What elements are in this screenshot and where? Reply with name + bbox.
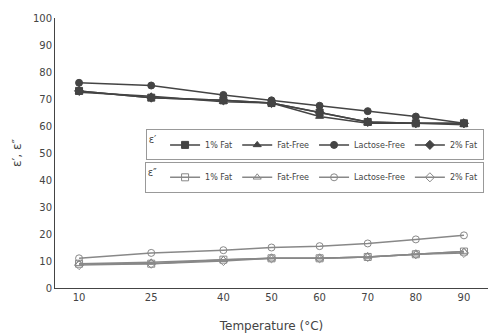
- svg-text:90: 90: [39, 40, 52, 51]
- svg-text:ε′, ε″: ε′, ε″: [10, 139, 24, 167]
- svg-text:Temperature (°C): Temperature (°C): [219, 319, 324, 333]
- svg-text:1% Fat: 1% Fat: [205, 141, 232, 150]
- svg-text:60: 60: [313, 292, 326, 303]
- svg-text:90: 90: [458, 292, 471, 303]
- svg-text:Lactose-Free: Lactose-Free: [354, 173, 405, 182]
- svg-text:70: 70: [39, 94, 52, 105]
- svg-text:10: 10: [73, 292, 86, 303]
- svg-text:10: 10: [39, 256, 52, 267]
- svg-text:0: 0: [46, 283, 52, 294]
- svg-text:ε′: ε′: [149, 134, 157, 145]
- svg-text:25: 25: [145, 292, 158, 303]
- svg-text:Fat-Free: Fat-Free: [277, 141, 309, 150]
- svg-text:80: 80: [39, 67, 52, 78]
- svg-text:30: 30: [39, 202, 52, 213]
- svg-text:40: 40: [39, 175, 52, 186]
- svg-text:Fat-Free: Fat-Free: [277, 173, 309, 182]
- svg-text:50: 50: [265, 292, 278, 303]
- svg-text:Lactose-Free: Lactose-Free: [354, 141, 405, 150]
- svg-text:100: 100: [33, 13, 52, 24]
- svg-text:1% Fat: 1% Fat: [205, 173, 232, 182]
- svg-text:60: 60: [39, 121, 52, 132]
- svg-text:40: 40: [217, 292, 230, 303]
- svg-text:ε″: ε″: [148, 167, 157, 178]
- svg-text:2% Fat: 2% Fat: [450, 173, 477, 182]
- svg-text:70: 70: [361, 292, 374, 303]
- svg-text:80: 80: [409, 292, 422, 303]
- svg-text:50: 50: [39, 148, 52, 159]
- svg-text:2% Fat: 2% Fat: [450, 141, 477, 150]
- svg-text:20: 20: [39, 229, 52, 240]
